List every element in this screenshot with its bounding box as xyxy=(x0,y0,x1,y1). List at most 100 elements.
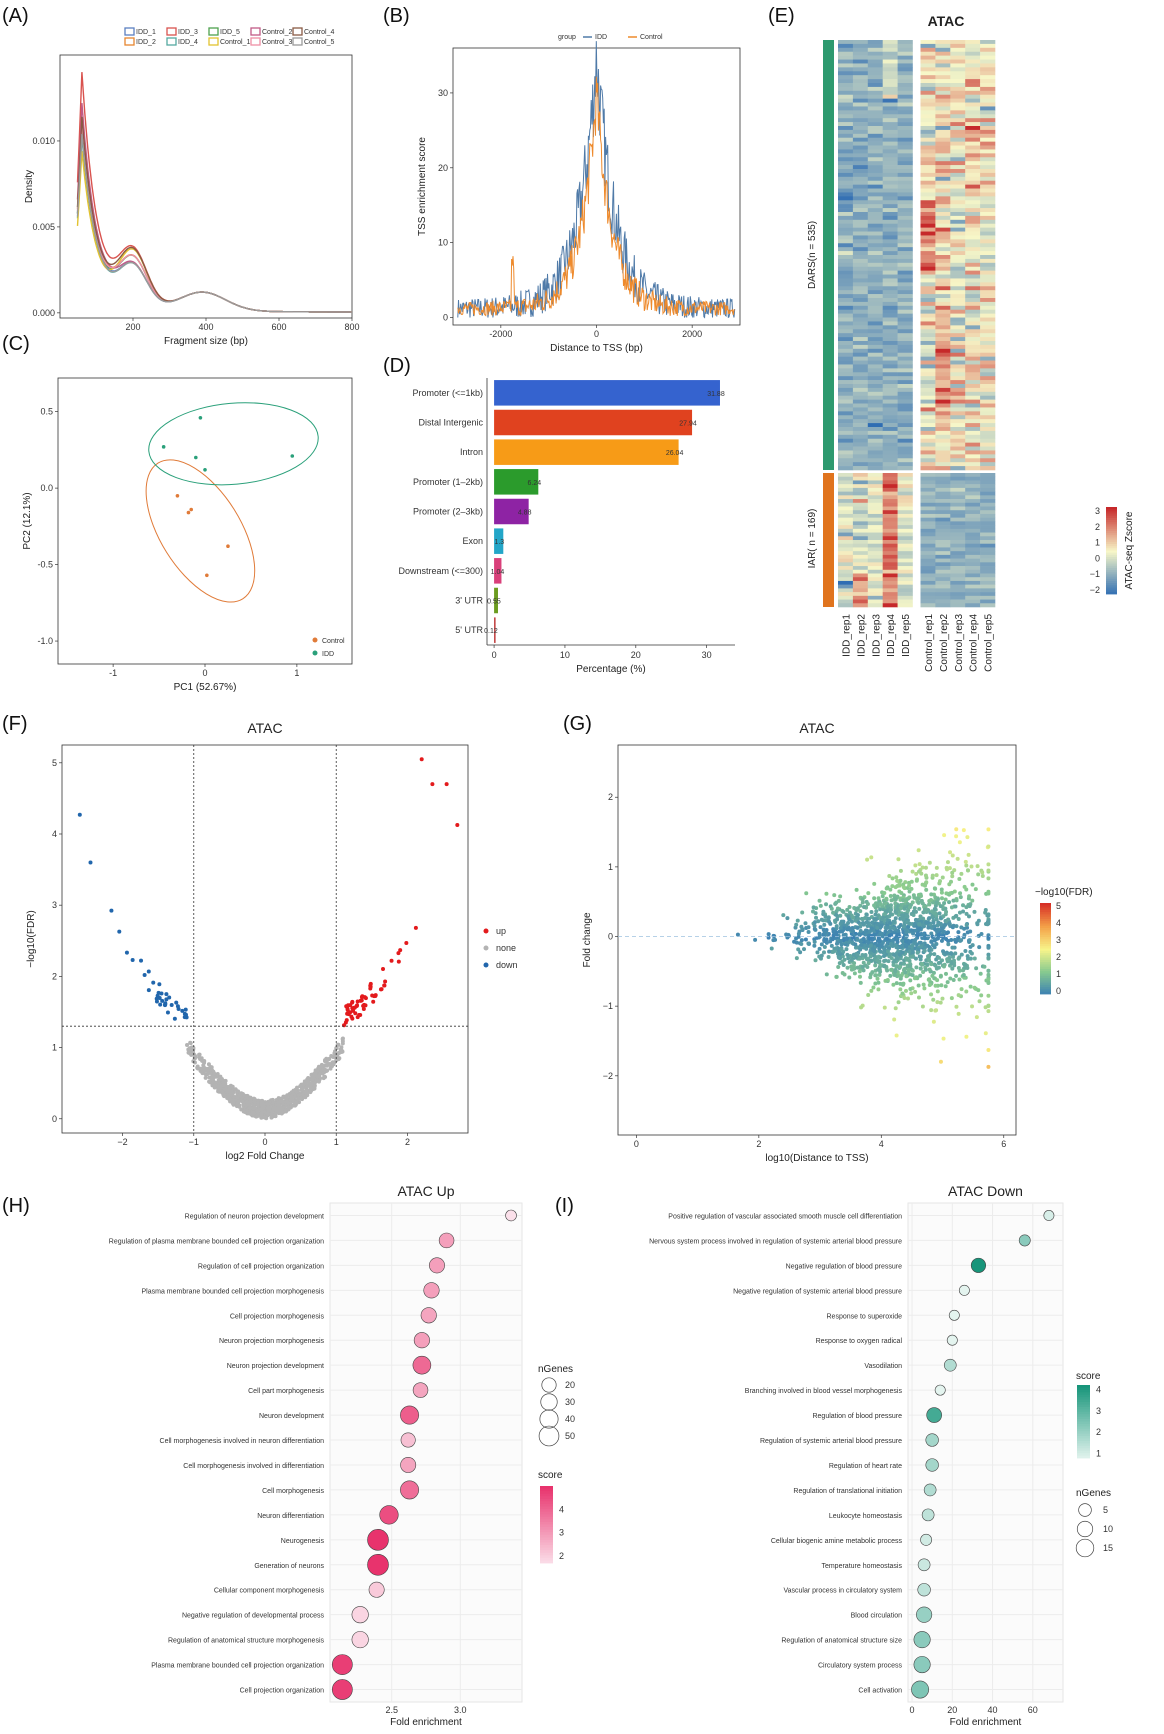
f-point-none xyxy=(236,1099,241,1104)
i-term-label: Cell activation xyxy=(858,1688,902,1695)
g-point xyxy=(735,932,740,937)
e-heatmap-cell xyxy=(882,172,898,178)
f-point-none xyxy=(244,1103,249,1108)
i-colorbar-segment xyxy=(1077,1448,1090,1452)
g-point xyxy=(846,921,851,926)
e-heatmap-cell xyxy=(950,215,966,221)
h-term-label: Plasma membrane bounded cell projection … xyxy=(142,1288,325,1295)
e-heatmap-cell xyxy=(935,145,951,150)
e-heatmap-cell xyxy=(965,55,981,60)
f-point-none xyxy=(252,1100,257,1105)
f-point-none xyxy=(247,1106,252,1111)
e-heatmap-cell xyxy=(965,484,981,489)
e-heatmap-cell xyxy=(935,55,951,60)
e-heatmap-cell xyxy=(867,473,883,478)
d-value-label: 4.88 xyxy=(518,510,532,517)
e-heatmap-cell xyxy=(897,569,913,574)
e-heatmap-cell xyxy=(980,450,996,455)
g-point xyxy=(915,950,920,955)
e-heatmap-cell xyxy=(950,161,966,166)
e-heatmap-cell xyxy=(838,262,854,268)
e-heatmap-cell xyxy=(882,231,898,236)
e-heatmap-cell xyxy=(935,562,951,567)
i-plot-title: ATAC Down xyxy=(948,1183,1023,1199)
g-point xyxy=(927,902,932,907)
g-point xyxy=(921,982,926,987)
e-heatmap-cell xyxy=(920,344,936,350)
h-size-legend-key xyxy=(540,1393,558,1411)
g-point xyxy=(948,976,953,981)
f-point-up xyxy=(361,1006,366,1011)
e-heatmap-cell xyxy=(838,399,854,404)
f-point-none xyxy=(225,1089,230,1094)
e-heatmap-cell xyxy=(980,391,996,397)
e-heatmap-cell xyxy=(980,566,996,571)
e-heatmap-cell xyxy=(980,438,996,443)
e-heatmap-cell xyxy=(838,235,854,240)
e-heatmap-cell xyxy=(920,391,936,397)
e-heatmap-cell xyxy=(980,487,996,492)
e-heatmap-cell xyxy=(882,223,898,228)
e-heatmap-cell xyxy=(950,368,966,373)
e-heatmap-cell xyxy=(920,145,936,150)
e-heatmap-cell xyxy=(867,90,883,96)
e-heatmap-cell xyxy=(838,434,854,440)
g-point xyxy=(939,938,944,943)
g-point xyxy=(917,862,922,867)
e-heatmap-cell xyxy=(980,298,996,303)
a-density-line-control-1 xyxy=(76,151,352,313)
e-heatmap-cell xyxy=(882,176,898,182)
d-xtick-label: 30 xyxy=(702,650,712,660)
i-term-label: Nervous system process involved in regul… xyxy=(649,1238,902,1245)
g-point xyxy=(974,966,979,971)
e-heatmap-cell xyxy=(980,592,996,597)
e-heatmap-cell xyxy=(867,364,883,369)
e-heatmap-cell xyxy=(920,223,936,228)
e-heatmap-cell xyxy=(935,313,951,318)
e-heatmap-cell xyxy=(950,341,966,346)
f-point-none xyxy=(334,1052,339,1057)
g-point xyxy=(869,988,874,993)
e-heatmap-cell xyxy=(882,551,898,556)
e-heatmap-cell xyxy=(838,196,854,201)
g-point xyxy=(849,964,854,969)
e-heatmap-cell xyxy=(935,129,951,135)
e-heatmap-cell xyxy=(920,184,936,189)
e-row-group-label: DARS(n = 535) xyxy=(807,221,818,289)
e-heatmap-cell xyxy=(897,595,913,600)
e-heatmap-cell xyxy=(920,372,936,377)
e-heatmap-cell xyxy=(852,321,869,326)
f-point-up xyxy=(413,925,418,930)
e-heatmap-cell xyxy=(897,438,913,443)
e-heatmap-cell xyxy=(935,286,951,291)
g-point xyxy=(986,972,991,977)
e-heatmap-cell xyxy=(838,599,854,604)
g-point xyxy=(891,960,896,965)
e-heatmap-cell xyxy=(897,592,913,597)
e-heatmap-cell xyxy=(897,407,913,412)
e-heatmap-cell xyxy=(882,239,898,244)
e-heatmap-cell xyxy=(867,562,883,567)
h-colorbar-segment xyxy=(540,1545,553,1548)
f-point-up xyxy=(455,822,460,827)
g-point xyxy=(874,973,879,978)
h-colorbar-segment xyxy=(540,1524,553,1528)
g-point xyxy=(950,874,955,879)
e-heatmap-cell xyxy=(838,480,854,485)
e-heatmap-cell xyxy=(950,573,966,578)
e-heatmap-cell xyxy=(838,360,854,365)
e-heatmap-cell xyxy=(882,79,898,84)
g-point xyxy=(853,942,858,947)
e-heatmap-cell xyxy=(935,227,951,232)
g-point xyxy=(813,920,818,925)
g-point xyxy=(841,962,846,967)
i-xtick-label: 20 xyxy=(947,1705,957,1715)
e-heatmap-cell xyxy=(867,71,883,76)
e-heatmap-cell xyxy=(950,223,966,228)
g-point xyxy=(930,934,935,939)
e-heatmap-cell xyxy=(897,40,913,45)
e-heatmap-cell xyxy=(980,204,996,209)
g-point xyxy=(864,920,869,925)
e-heatmap-cell xyxy=(920,566,936,571)
g-point xyxy=(913,928,918,933)
